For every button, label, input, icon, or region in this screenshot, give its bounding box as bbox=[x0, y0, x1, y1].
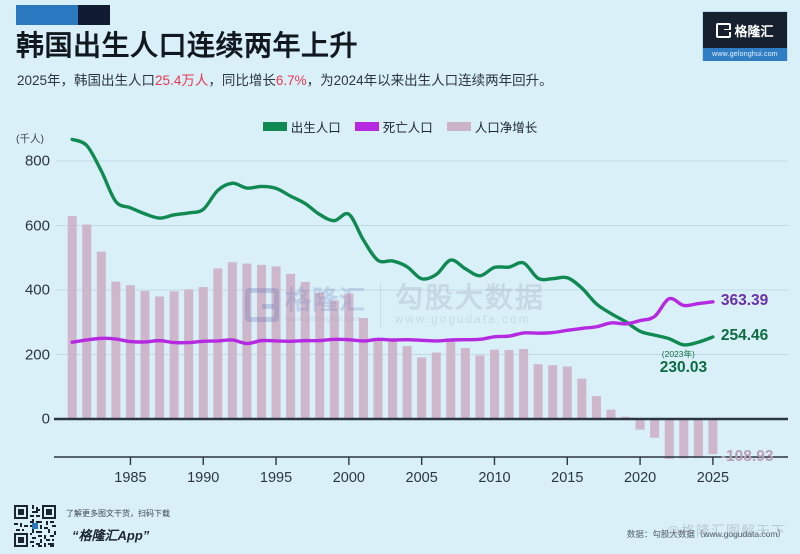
subtitle-highlight-growth: 6.7% bbox=[275, 73, 307, 88]
y-tick-200: 200 bbox=[24, 346, 50, 363]
legend-item-net-growth[interactable]: 人口净增长 bbox=[446, 117, 538, 136]
annotation--108-93: -108.93 bbox=[720, 448, 774, 466]
x-tick-2020: 2020 bbox=[623, 470, 657, 486]
app-name-text: “格隆汇App” bbox=[72, 528, 150, 543]
qr-code[interactable] bbox=[14, 505, 56, 547]
legend-label-net-growth: 人口净增长 bbox=[474, 121, 538, 135]
data-source-text: 数据：勾股大数据（www.gogudata.com） bbox=[626, 529, 786, 539]
page-title: 韩国出生人口连续两年上升 bbox=[16, 30, 359, 61]
chart-canvas bbox=[54, 137, 788, 459]
x-tick-2010: 2010 bbox=[478, 470, 511, 486]
subtitle-highlight-births: 25.4万人 bbox=[155, 73, 209, 88]
chart-legend: 出生人口 死亡人口 人口净增长 bbox=[0, 117, 800, 136]
x-axis-tick-labels: 1985 1990 1995 2000 2005 2010 2015 2020 2025 bbox=[0, 470, 800, 500]
annotation-254-46: 254.46 bbox=[720, 326, 769, 344]
x-tick-1995: 1995 bbox=[259, 470, 293, 486]
x-axis-row: 1985 1990 1995 2000 2005 2010 2015 2020 2025 bbox=[0, 456, 800, 500]
legend-label-deaths: 死亡人口 bbox=[382, 121, 433, 135]
y-axis-unit-label: (千人) bbox=[16, 133, 44, 145]
annotation-363-39: 363.39 bbox=[720, 291, 769, 309]
y-tick-800: 800 bbox=[24, 152, 50, 170]
legend-swatch-births bbox=[262, 122, 287, 131]
annotation-sublabel-2023: (2023年) bbox=[661, 348, 695, 359]
page-subtitle: 2025年，韩国出生人口25.4万人，同比增长6.7%，为2024年以来出生人口… bbox=[17, 69, 553, 89]
x-tick-2000: 2000 bbox=[332, 470, 365, 486]
logo-main-row: 格隆汇 bbox=[703, 12, 787, 48]
annotation-230-03: 230.03 bbox=[659, 358, 708, 376]
corner-decoration bbox=[16, 5, 110, 25]
logo-url-text: www.gelonghui.com bbox=[703, 48, 787, 61]
x-tick-1990: 1990 bbox=[187, 470, 220, 486]
y-tick-400: 400 bbox=[24, 281, 50, 299]
x-tick-2005: 2005 bbox=[405, 470, 438, 486]
legend-swatch-net-growth bbox=[446, 122, 471, 131]
qr-instruction-text: 了解更多图文干货，扫码下载 bbox=[66, 509, 170, 518]
subtitle-seg-1: 2025年，韩国出生人口 bbox=[17, 73, 156, 88]
legend-item-births[interactable]: 出生人口 bbox=[262, 117, 341, 136]
weibo-watermark: @格隆汇图解天下 bbox=[665, 523, 786, 539]
legend-item-deaths[interactable]: 死亡人口 bbox=[354, 117, 433, 136]
y-axis-tick-labels: 0 200 400 600 800 bbox=[0, 128, 60, 500]
chart-plot-area: (千人) 0 200 400 600 800 bbox=[0, 128, 800, 500]
subtitle-seg-3: ，为2024年以来出生人口连续两年回升。 bbox=[306, 73, 553, 88]
y-tick-0: 0 bbox=[41, 410, 50, 428]
gelonghui-g-icon bbox=[716, 22, 732, 38]
logo-brand-text: 格隆汇 bbox=[734, 23, 774, 39]
y-tick-600: 600 bbox=[24, 217, 50, 234]
corner-blue-block bbox=[16, 5, 78, 25]
subtitle-seg-2: ，同比增长 bbox=[208, 73, 276, 88]
x-tick-2015: 2015 bbox=[551, 470, 584, 486]
gelonghui-logo: 格隆汇 www.gelonghui.com bbox=[702, 11, 788, 61]
legend-swatch-deaths bbox=[354, 122, 379, 131]
corner-navy-block bbox=[78, 5, 110, 25]
legend-label-births: 出生人口 bbox=[290, 121, 341, 135]
x-tick-2025: 2025 bbox=[696, 470, 730, 486]
x-tick-1985: 1985 bbox=[114, 470, 147, 486]
